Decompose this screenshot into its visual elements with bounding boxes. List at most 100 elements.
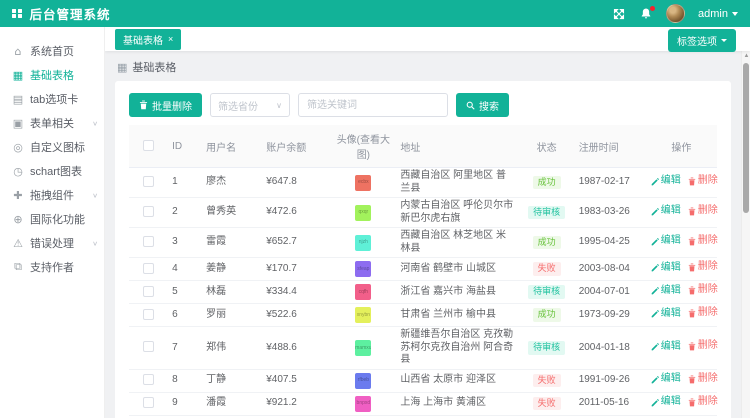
sidebar-item-base-table[interactable]: ▦ 基础表格 bbox=[0, 63, 104, 87]
edit-button[interactable]: 编辑 bbox=[651, 205, 681, 218]
edit-button[interactable]: 编辑 bbox=[651, 341, 681, 354]
tag-options-button[interactable]: 标签选项 bbox=[668, 29, 736, 52]
vertical-scrollbar[interactable]: ▲ bbox=[741, 51, 750, 418]
chevron-down-icon: ∨ bbox=[92, 119, 98, 127]
sidebar-item-schart[interactable]: ◷ schart图表 bbox=[0, 159, 104, 183]
edit-button[interactable]: 编辑 bbox=[651, 396, 681, 409]
user-avatar-thumb[interactable]: bnpxd bbox=[355, 395, 372, 412]
province-placeholder: 筛选省份 bbox=[218, 101, 258, 113]
row-checkbox[interactable] bbox=[142, 236, 154, 248]
user-avatar-thumb[interactable]: ecbx bbox=[355, 174, 372, 191]
row-checkbox[interactable] bbox=[142, 308, 154, 320]
trash-icon bbox=[139, 100, 148, 110]
table-row: 6 罗丽 ¥522.6 xnybn 甘肃省 兰州市 榆中县 成功 1973-09-29 编辑 删… bbox=[129, 303, 718, 327]
app-logo-grid-icon bbox=[12, 8, 22, 19]
cell-date: 1980-06-23 bbox=[573, 415, 646, 418]
delete-button[interactable]: 删除 bbox=[688, 340, 718, 353]
row-checkbox[interactable] bbox=[142, 397, 154, 409]
fullscreen-icon[interactable] bbox=[612, 7, 626, 21]
cell-avatar: njzh bbox=[331, 227, 396, 258]
edit-button[interactable]: 编辑 bbox=[651, 175, 681, 188]
row-checkbox[interactable] bbox=[142, 262, 154, 274]
scrollbar-thumb[interactable] bbox=[743, 63, 749, 213]
cell-balance: ¥407.5 bbox=[261, 369, 332, 393]
user-avatar-thumb[interactable]: sfeap bbox=[355, 261, 372, 277]
cell-balance: ¥647.8 bbox=[261, 167, 332, 198]
cell-username: 丁静 bbox=[201, 369, 262, 393]
user-avatar-thumb[interactable]: xnybn bbox=[355, 307, 372, 323]
column-header: 地址 bbox=[395, 125, 520, 168]
cell-id: 10 bbox=[167, 415, 202, 418]
delete-button[interactable]: 删除 bbox=[688, 373, 718, 386]
batch-delete-button[interactable]: 批量删除 bbox=[129, 93, 202, 117]
row-checkbox[interactable] bbox=[142, 206, 154, 218]
sidebar-item-icons[interactable]: ◎ 自定义图标 bbox=[0, 135, 104, 159]
trash-icon bbox=[688, 263, 696, 272]
cell-operations: 编辑 删除 bbox=[645, 257, 718, 281]
cell-username: 雷霞 bbox=[201, 227, 262, 258]
table-body: 1 廖杰 ¥647.8 ecbx 西藏自治区 阿里地区 普兰县 成功 1987-02-17 编… bbox=[129, 167, 718, 418]
table-row: 4 姜静 ¥170.7 sfeap 河南省 鹤壁市 山城区 失败 2003-08-04 编辑 删… bbox=[129, 257, 718, 281]
edit-button[interactable]: 编辑 bbox=[651, 308, 681, 321]
close-icon[interactable]: × bbox=[168, 34, 174, 44]
delete-button[interactable]: 删除 bbox=[688, 396, 718, 409]
bell-icon[interactable] bbox=[639, 5, 656, 21]
cell-date: 1991-09-26 bbox=[573, 369, 646, 393]
globe-icon: ⊕ bbox=[13, 212, 23, 226]
keyword-input[interactable] bbox=[298, 93, 448, 117]
cell-username: 郑伟 bbox=[201, 326, 262, 370]
delete-button[interactable]: 删除 bbox=[688, 284, 718, 297]
sidebar-item-errors[interactable]: ⚠ 错误处理 ∨ bbox=[0, 231, 104, 255]
user-avatar-thumb[interactable]: njzh bbox=[355, 234, 372, 251]
edit-button[interactable]: 编辑 bbox=[651, 262, 681, 275]
user-avatar[interactable] bbox=[666, 4, 686, 23]
app-title: 后台管理系统 bbox=[29, 8, 111, 22]
table-row: 10姚芳¥828.9dqpfy海南省 三沙市 西沙群岛失败1980-06-23编… bbox=[129, 415, 717, 418]
edit-label: 编辑 bbox=[660, 175, 681, 187]
search-button[interactable]: 搜索 bbox=[456, 93, 509, 117]
sidebar-item-forms[interactable]: ▣ 表单相关 ∨ bbox=[0, 111, 104, 135]
drag-plus-icon: ✚ bbox=[13, 188, 23, 202]
edit-label: 编辑 bbox=[660, 205, 681, 217]
cell-address: 内蒙古自治区 呼伦贝尔市 新巴尔虎右旗 bbox=[395, 197, 520, 228]
sidebar-item-i18n[interactable]: ⊕ 国际化功能 bbox=[0, 207, 104, 231]
edit-button[interactable]: 编辑 bbox=[651, 373, 681, 386]
tab-basic-table[interactable]: 基础表格 × bbox=[115, 28, 182, 50]
sidebar-item-drag[interactable]: ✚ 拖拽组件 ∨ bbox=[0, 183, 104, 207]
user-avatar-thumb[interactable]: qxqr bbox=[355, 204, 372, 221]
select-all-checkbox[interactable] bbox=[142, 140, 154, 152]
row-checkbox[interactable] bbox=[142, 374, 154, 386]
delete-button[interactable]: 删除 bbox=[688, 205, 718, 218]
brand: 后台管理系统 bbox=[12, 4, 111, 23]
delete-button[interactable]: 删除 bbox=[688, 235, 718, 248]
sidebar-item-tabs[interactable]: ▤ tab选项卡 bbox=[0, 87, 104, 111]
sidebar-item-label: schart图表 bbox=[30, 166, 82, 178]
user-avatar-thumb[interactable]: rfbeb bbox=[355, 372, 372, 389]
edit-label: 编辑 bbox=[660, 396, 681, 408]
edit-button[interactable]: 编辑 bbox=[651, 285, 681, 298]
delete-label: 删除 bbox=[697, 284, 718, 296]
user-avatar-thumb[interactable]: mamxu bbox=[355, 339, 372, 356]
sidebar-item-support[interactable]: ⧉ 支持作者 bbox=[0, 255, 104, 279]
edit-icon bbox=[651, 177, 659, 185]
province-select[interactable]: 筛选省份 ∨ bbox=[210, 93, 290, 117]
user-avatar-thumb[interactable]: cqfh bbox=[355, 284, 372, 300]
row-checkbox[interactable] bbox=[142, 341, 154, 353]
scrollbar-up-icon[interactable]: ▲ bbox=[743, 53, 750, 59]
sidebar-item-home[interactable]: ⌂ 系统首页 bbox=[0, 39, 104, 63]
delete-button[interactable]: 删除 bbox=[688, 307, 718, 320]
row-checkbox[interactable] bbox=[142, 285, 154, 297]
row-checkbox[interactable] bbox=[142, 176, 154, 188]
delete-button[interactable]: 删除 bbox=[688, 261, 718, 274]
sidebar-item-label: 自定义图标 bbox=[30, 142, 85, 154]
cell-balance: ¥488.6 bbox=[261, 326, 332, 370]
row-checkbox-cell bbox=[129, 197, 168, 228]
row-checkbox-cell bbox=[129, 326, 168, 370]
user-menu[interactable]: admin bbox=[698, 8, 738, 20]
status-badge: 待审核 bbox=[528, 285, 566, 299]
edit-label: 编辑 bbox=[660, 235, 681, 247]
delete-button[interactable]: 删除 bbox=[688, 175, 718, 188]
cell-operations: 编辑 删除 bbox=[645, 167, 718, 198]
cell-avatar: ecbx bbox=[331, 167, 396, 198]
edit-button[interactable]: 编辑 bbox=[651, 235, 681, 248]
